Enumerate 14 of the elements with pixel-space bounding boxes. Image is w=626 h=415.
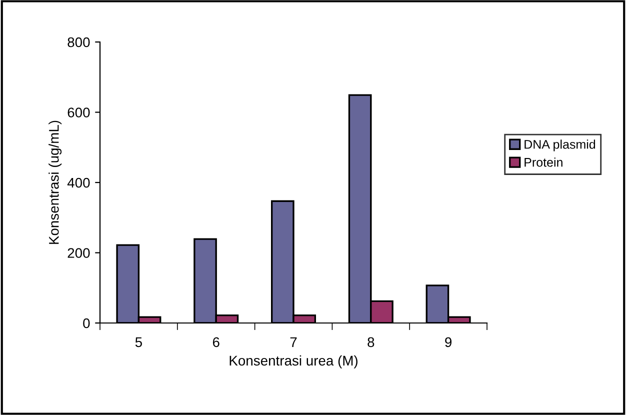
y-tick-label: 200 [68, 248, 90, 258]
y-axis-title: Konsentrasi (ug/mL) [48, 120, 62, 244]
x-tick-label: 5 [135, 337, 142, 348]
x-tick-label: 6 [212, 337, 220, 348]
x-tick-label: 9 [445, 337, 452, 348]
y-tick-label: 800 [68, 37, 90, 48]
x-tick-label: 7 [290, 337, 297, 347]
legend-label: DNA plasmid [524, 140, 596, 152]
x-tick-label: 8 [368, 337, 374, 348]
x-axis-title: Konsentrasi urea (M) [230, 355, 358, 368]
y-tick-label: 600 [68, 108, 90, 118]
y-tick-label: 400 [67, 178, 90, 188]
y-tick-label: 0 [83, 318, 90, 328]
legend-label: Protein [524, 158, 562, 167]
